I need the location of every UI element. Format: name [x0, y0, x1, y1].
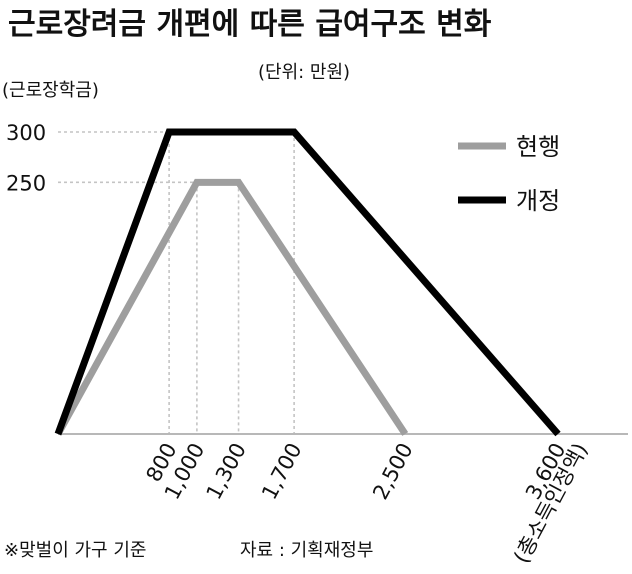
chart-title: 근로장려금 개편에 따른 급여구조 변화: [8, 7, 492, 42]
legend-label: 현행: [516, 133, 560, 161]
series-lines: [54, 128, 561, 437]
series-line-0: [54, 178, 409, 436]
guide-lines: [58, 131, 295, 434]
legend-label: 개정: [516, 187, 560, 215]
series-line-1: [54, 128, 561, 437]
y-axis-label: (근로장학금): [2, 80, 99, 101]
y-tick-label: 300: [6, 121, 46, 145]
footnote-basis: ※맞벌이 가구 기준: [4, 540, 146, 561]
unit-note: (단위: 만원): [258, 62, 350, 83]
x-tick-label: 1,300: [202, 439, 251, 503]
footnote-source: 자료 : 기획재정부: [240, 540, 373, 561]
y-tick-labels: 250 300: [6, 121, 46, 195]
x-tick-label: 1,700: [257, 439, 306, 503]
y-tick-label: 250: [6, 171, 46, 195]
x-tick-label: 2,500: [368, 439, 417, 503]
